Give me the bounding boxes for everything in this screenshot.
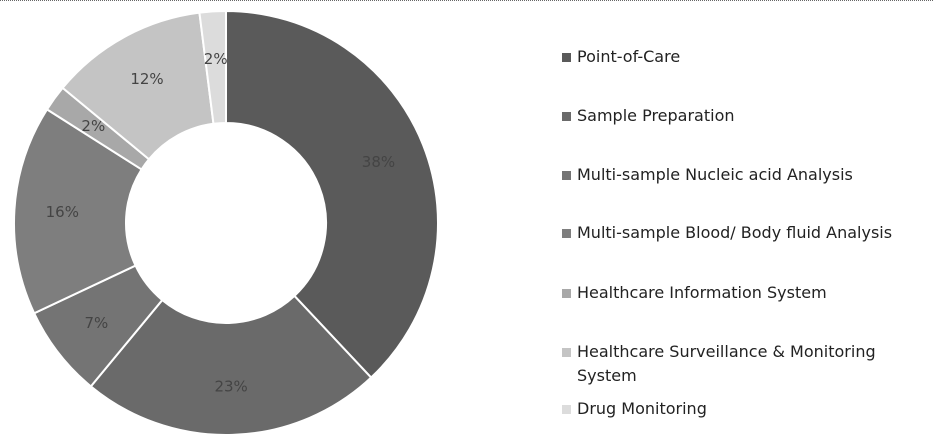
legend-swatch: [562, 348, 571, 357]
legend-swatch: [562, 112, 571, 121]
slice: [89, 294, 373, 436]
slice: [13, 108, 143, 315]
data-label: 23%: [214, 377, 247, 395]
slice: [198, 9, 227, 125]
legend-label: Multi-sample Blood/ Body fluid Analysis: [577, 223, 893, 242]
legend-label: Healthcare Information System: [577, 283, 827, 302]
legend-swatch: [562, 53, 571, 62]
legend-label: Sample Preparation: [577, 106, 735, 125]
legend-swatch: [562, 289, 571, 298]
legend-item: Sample Preparation: [562, 104, 922, 128]
donut: 38% 23% 7% 16% 2% 12% 2%: [13, 9, 439, 436]
legend-label: Healthcare Surveillance & Monitoring Sys…: [577, 342, 876, 385]
data-label: 2%: [204, 50, 228, 68]
data-label: 16%: [46, 203, 79, 221]
legend-label: Drug Monitoring: [577, 399, 707, 418]
legend-swatch: [562, 229, 571, 238]
data-label: 2%: [81, 117, 105, 135]
legend-item: Multi-sample Nucleic acid Analysis: [562, 163, 922, 187]
slice: [225, 9, 439, 379]
legend-label: Point-of-Care: [577, 47, 681, 66]
legend-item: Drug Monitoring: [562, 397, 922, 421]
legend-swatch: [562, 405, 571, 414]
data-label: 7%: [85, 314, 109, 332]
data-label: 38%: [362, 153, 395, 171]
legend-label: Multi-sample Nucleic acid Analysis: [577, 165, 853, 184]
legend-item: Healthcare Surveillance & Monitoring Sys…: [562, 340, 922, 388]
data-label: 12%: [130, 70, 163, 88]
legend-item: Multi-sample Blood/ Body fluid Analysis: [562, 221, 922, 245]
legend-item: Point-of-Care: [562, 45, 922, 69]
legend-item: Healthcare Information System: [562, 281, 922, 305]
legend-swatch: [562, 171, 571, 180]
